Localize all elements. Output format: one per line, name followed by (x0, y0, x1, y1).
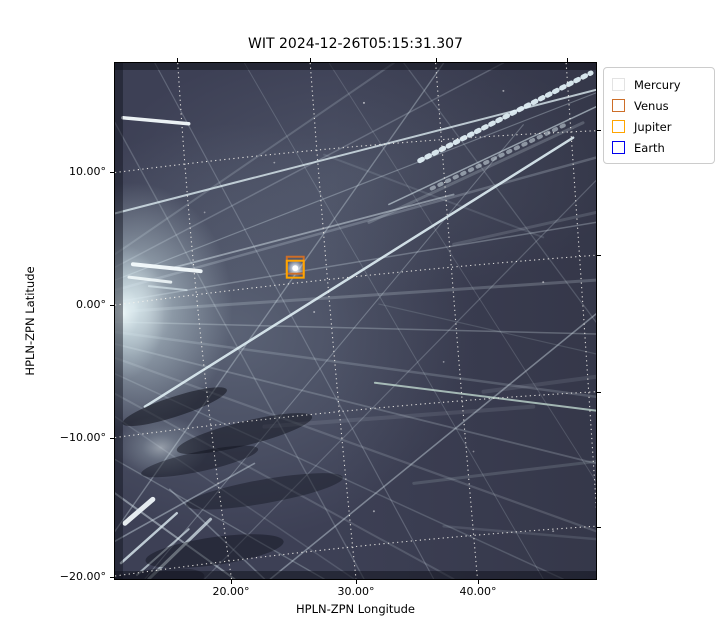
legend-item-venus: Venus (612, 95, 706, 116)
y-axis-label: HPLN-ZPN Latitude (23, 266, 37, 376)
streaks (115, 63, 596, 579)
coordinate-grid (115, 63, 596, 579)
legend-item-earth: Earth (612, 137, 706, 158)
earth-marker-swatch (612, 141, 625, 154)
stars (203, 89, 555, 533)
legend-label: Jupiter (634, 119, 672, 134)
x-tick-label: 30.00° (337, 585, 375, 598)
tick-mark (597, 392, 601, 393)
tick-mark (478, 580, 479, 584)
legend-label: Venus (634, 98, 669, 113)
x-tick-label: 40.00° (459, 585, 497, 598)
legend-label: Earth (634, 140, 665, 155)
y-tick-label: −20.00° (59, 570, 106, 583)
jupiter-marker-swatch (612, 120, 625, 133)
x-tick-label: 20.00° (212, 585, 250, 598)
tick-mark (110, 577, 114, 578)
legend-item-jupiter: Jupiter (612, 116, 706, 137)
mercury-marker-swatch (612, 78, 625, 91)
tick-mark (110, 172, 114, 173)
y-tick-label: 0.00° (76, 298, 106, 311)
tick-mark (436, 58, 437, 62)
wit-image (115, 63, 596, 579)
tick-mark (110, 438, 114, 439)
plot-canvas (114, 62, 597, 580)
legend-item-mercury: Mercury (612, 74, 706, 95)
y-tick-label: −10.00° (59, 431, 106, 444)
plot-title: WIT 2024-12-26T05:15:31.307 (248, 36, 463, 52)
venus-marker-swatch (612, 99, 625, 112)
tick-mark (597, 130, 601, 131)
tick-mark (356, 580, 357, 584)
y-tick-label: 10.00° (69, 165, 106, 178)
tick-mark (177, 58, 178, 62)
tick-mark (567, 58, 568, 62)
legend-label: Mercury (634, 77, 681, 92)
tick-mark (597, 255, 601, 256)
tick-mark (110, 305, 114, 306)
tick-mark (597, 527, 601, 528)
legend: Mercury Venus Jupiter Earth (603, 67, 715, 164)
jupiter-marker (285, 259, 305, 279)
tick-mark (231, 580, 232, 584)
tick-mark (310, 58, 311, 62)
x-axis-label: HPLN-ZPN Longitude (295, 602, 415, 616)
